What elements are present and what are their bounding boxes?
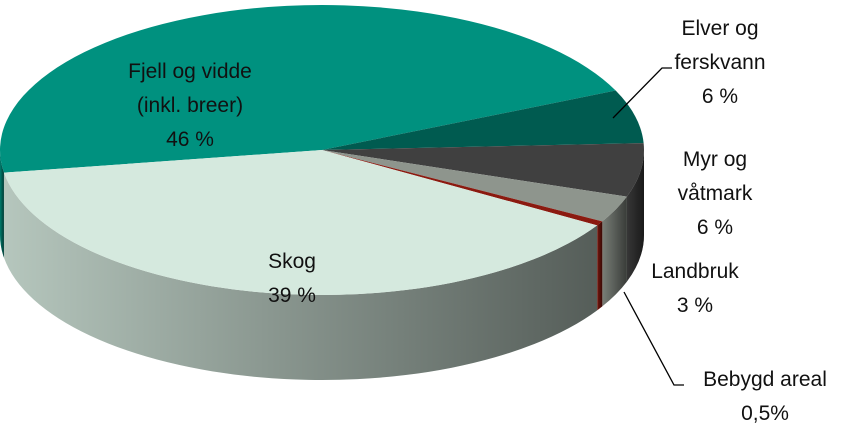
category-label: Landbruk	[651, 260, 739, 283]
value-label: 6 %	[701, 85, 739, 108]
pie-slice	[322, 150, 603, 226]
value-label: 0,5%	[741, 402, 789, 425]
category-label: Elver og ferskvann	[674, 17, 766, 74]
pie-slice	[3, 150, 598, 295]
value-label: 6 %	[696, 216, 734, 239]
category-label: Skog	[268, 250, 316, 273]
side-shading	[597, 221, 603, 311]
side-shading	[0, 150, 4, 258]
pie-slice	[0, 5, 616, 173]
value-label: 3 %	[676, 294, 714, 317]
value-label: 39 %	[268, 284, 316, 307]
slice-label: Myr og våtmark 6 %	[665, 143, 765, 245]
category-label: Bebygd areal	[703, 368, 827, 391]
pie-slice	[322, 143, 644, 197]
category-label: Fjell og vidde (inkl. breer)	[128, 60, 252, 117]
leader-line	[612, 67, 672, 119]
value-label: 46 %	[166, 128, 214, 151]
side-shading	[602, 196, 627, 307]
slice-label: Bebygd areal 0,5%	[660, 363, 846, 431]
pie-slice	[322, 90, 644, 150]
side-shading	[626, 150, 644, 282]
slice-label: Elver og ferskvann 6 %	[665, 12, 775, 114]
category-label: Myr og våtmark	[677, 148, 753, 205]
slice-label: Landbruk 3 %	[640, 255, 750, 323]
side-shading	[3, 172, 598, 380]
slice-label: Fjell og vidde (inkl. breer) 46 %	[110, 55, 270, 157]
slice-label: Skog 39 %	[232, 245, 352, 313]
pie-slice	[322, 150, 627, 222]
leader-line	[623, 291, 684, 386]
